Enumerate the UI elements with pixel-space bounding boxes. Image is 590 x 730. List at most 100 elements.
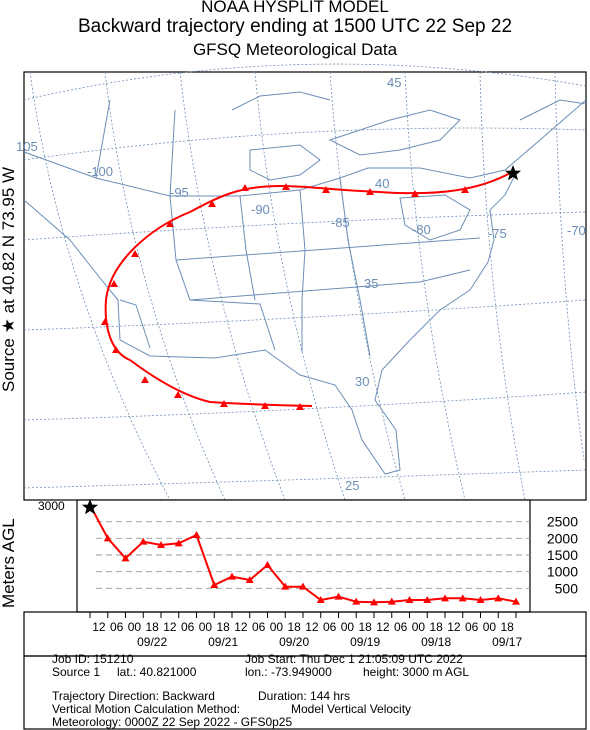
time-tick-label: 06 <box>465 620 479 634</box>
time-tick-label: 06 <box>323 620 337 634</box>
trajectory-marker <box>141 376 149 383</box>
job-start: Job Start: Thu Dec 1 21:05:09 UTC 2022 <box>245 652 463 666</box>
height-marker <box>210 581 219 588</box>
date-label: 09/22 <box>137 635 167 649</box>
date-label: 09/17 <box>492 635 522 649</box>
height-marker <box>139 537 148 545</box>
time-ticks <box>89 612 517 618</box>
source-star-icon <box>504 165 522 181</box>
height-marker <box>263 561 272 568</box>
trajectory-marker <box>166 220 174 227</box>
trajectory-marker <box>261 402 269 409</box>
start-height-label: 3000 <box>38 499 65 513</box>
trajectory-marker <box>411 190 419 197</box>
lon-label: -80 <box>412 222 431 237</box>
trajectory-path <box>104 171 513 407</box>
time-tick-label: 18 <box>429 620 443 634</box>
trajectory-direction: Trajectory Direction: Backward <box>52 689 215 703</box>
source-height: height: 3000 m AGL <box>363 665 470 679</box>
vertical-method-value: Model Vertical Velocity <box>291 702 412 716</box>
profile-frame <box>76 499 531 613</box>
source-number: Source 1 <box>52 665 101 679</box>
time-tick-label: 18 <box>287 620 301 634</box>
time-tick-label: 00 <box>199 620 213 634</box>
time-tick-label: 00 <box>270 620 284 634</box>
height-marker <box>352 597 361 605</box>
height-marker <box>174 539 183 547</box>
meteorology-info: Meteorology: 0000Z 22 Sep 2022 - GFS0p25 <box>52 715 293 729</box>
job-info-box <box>23 611 587 730</box>
height-marker <box>405 596 414 603</box>
time-tick-label: 00 <box>483 620 497 634</box>
lon-label: -70 <box>567 223 586 238</box>
lon-label: 105 <box>16 139 38 154</box>
time-tick-label: 12 <box>163 620 177 634</box>
height-marker <box>370 598 378 606</box>
model-title: NOAA HYSPLIT MODEL <box>201 0 389 16</box>
lat-label: 30 <box>355 374 369 389</box>
duration: Duration: 144 hrs <box>258 689 351 703</box>
trajectory-marker <box>174 391 182 398</box>
height-marker <box>316 596 325 603</box>
height-marker <box>334 592 343 600</box>
date-labels: 09/22 09/21 09/20 09/19 09/18 09/17 <box>137 635 522 649</box>
source-lat: lat.: 40.821000 <box>117 665 197 679</box>
trajectory-marker <box>220 400 228 407</box>
time-tick-label: 06 <box>394 620 408 634</box>
metadata-frame <box>23 655 587 730</box>
trajectory-marker <box>296 403 304 410</box>
time-tick-label: 00 <box>412 620 426 634</box>
height-marker <box>103 534 112 542</box>
profile-star-icon <box>81 499 99 515</box>
trajectory-marker <box>461 186 469 193</box>
height-tick-label: 500 <box>555 580 579 596</box>
height-marker <box>228 572 236 580</box>
lat-label: 35 <box>364 276 378 291</box>
time-tick-label: 12 <box>376 620 390 634</box>
time-tick-label: 12 <box>447 620 461 634</box>
time-tick-label: 06 <box>110 620 124 634</box>
time-tick-labels: 12 06 00 18 12 06 00 18 12 06 00 18 12 06 00 18 12 06 00 18… <box>92 620 514 634</box>
trajectory-title: Backward trajectory ending at 1500 UTC 2… <box>77 16 513 37</box>
height-marker <box>423 596 432 603</box>
time-tick-label: 18 <box>145 620 159 634</box>
height-marker <box>157 541 165 548</box>
height-tick-label: 2000 <box>547 530 578 546</box>
lon-label: -75 <box>488 226 507 241</box>
trajectory-marker <box>112 346 120 353</box>
time-tick-label: 18 <box>358 620 372 634</box>
trajectory-marker <box>110 280 118 287</box>
height-marker <box>458 594 467 602</box>
height-marker <box>441 594 449 602</box>
height-marker <box>512 597 520 605</box>
map-panel: 105 -100 -95 -90 -85 -80 -75 -70 45 40 3… <box>16 63 587 501</box>
lat-label: 25 <box>345 478 359 493</box>
time-axis-frame <box>23 611 587 657</box>
height-grid <box>96 521 530 589</box>
date-label: 09/19 <box>350 635 380 649</box>
lat-label: 40 <box>375 176 389 191</box>
height-marker <box>192 531 201 538</box>
meteorology-title: GFSQ Meteorological Data <box>192 40 398 59</box>
time-tick-label: 18 <box>216 620 230 634</box>
trajectory-marker <box>101 318 109 325</box>
height-marker <box>281 582 290 590</box>
lon-label: -100 <box>87 164 113 179</box>
height-marker <box>494 594 503 602</box>
height-marker <box>121 554 130 562</box>
lat-label: 45 <box>387 75 401 90</box>
time-tick-label: 00 <box>341 620 355 634</box>
trajectory-hour-markers <box>101 183 469 410</box>
longitude-labels: 105 -100 -95 -90 -85 -80 -75 -70 <box>16 139 586 241</box>
map-outlines <box>23 91 587 475</box>
height-tick-label: 1000 <box>547 564 578 580</box>
height-tick-label: 1500 <box>547 547 578 563</box>
trajectory-marker <box>366 188 374 195</box>
height-marker <box>245 576 254 583</box>
source-lon: lon.: -73.949000 <box>245 665 332 679</box>
lon-label: -90 <box>251 202 270 217</box>
time-tick-label: 12 <box>305 620 319 634</box>
date-label: 09/21 <box>208 635 238 649</box>
